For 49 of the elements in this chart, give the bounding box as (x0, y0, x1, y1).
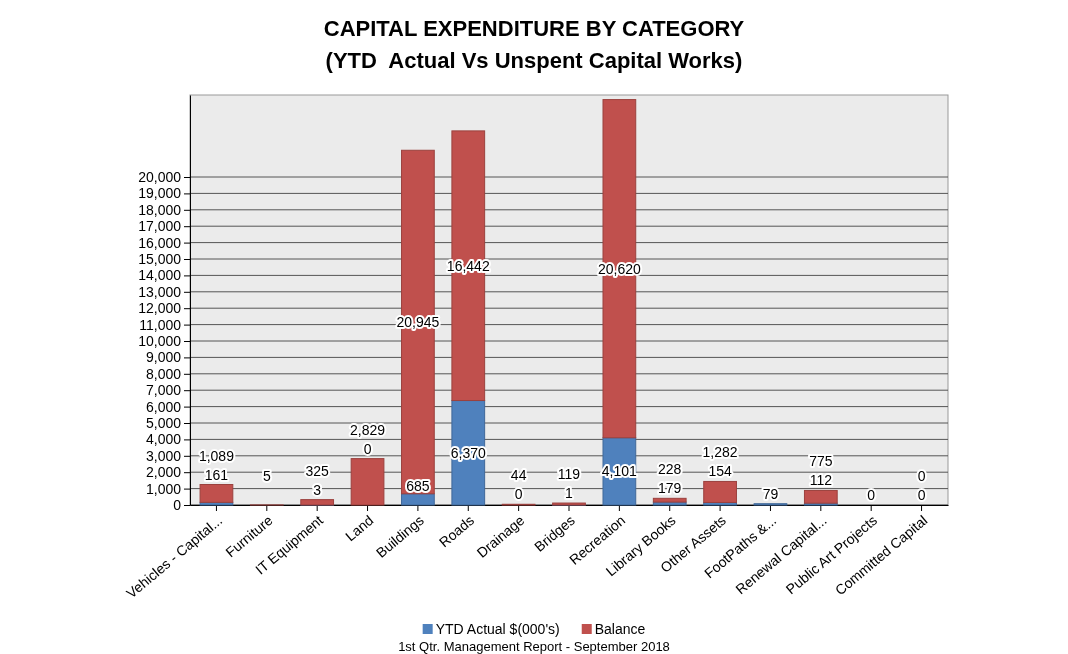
data-label: 161 (204, 466, 229, 483)
legend-label: YTD Actual $(000's) (435, 621, 560, 637)
y-tick-label: 18,000 (138, 201, 182, 218)
chart-title: CAPITAL EXPENDITURE BY CATEGORY (323, 16, 745, 41)
data-label: 325 (305, 462, 330, 479)
data-label: 1 (565, 485, 574, 502)
data-label: 1,282 (702, 444, 738, 461)
y-tick-label: 14,000 (138, 267, 182, 284)
y-tick-label: 9,000 (145, 349, 182, 366)
data-label: 112 (809, 472, 833, 489)
data-label: 20,945 (396, 314, 440, 331)
legend-label: Balance (594, 621, 646, 637)
y-tick-label: 7,000 (145, 382, 182, 399)
y-tick-label: 16,000 (138, 234, 182, 251)
y-tick-label: 17,000 (138, 218, 182, 235)
data-label: 0 (514, 486, 523, 503)
data-label: 0 (867, 487, 876, 503)
data-label: 0 (363, 440, 372, 457)
data-label: 2,829 (350, 421, 386, 438)
y-tick-label: 2,000 (145, 464, 182, 481)
y-tick-label: 13,000 (138, 283, 182, 300)
y-tick-label: 6,000 (145, 398, 182, 415)
data-label: 5 (262, 467, 271, 484)
y-tick-label: 15,000 (138, 250, 182, 267)
y-tick-label: 12,000 (138, 300, 182, 317)
y-tick-label: 4,000 (145, 431, 182, 448)
data-label: 775 (809, 453, 833, 470)
data-label: 6,370 (450, 444, 486, 461)
chart-subtitle: (YTD Actual Vs Unspent Capital Works) (325, 48, 743, 73)
text: 1st Qtr. Management Report - September 2018 (398, 639, 670, 654)
y-tick-label: 20,000 (138, 168, 182, 185)
y-tick-label: 10,000 (138, 332, 182, 349)
data-label: 119 (557, 466, 581, 483)
data-label: 228 (658, 461, 682, 478)
data-label: 154 (708, 463, 732, 480)
y-tick-label: 11,000 (139, 316, 182, 333)
y-tick-label: 1,000 (145, 480, 182, 497)
data-label: 0 (917, 487, 926, 503)
data-label: 4,101 (601, 463, 638, 480)
data-label: 685 (406, 478, 430, 494)
data-label: 44 (510, 467, 527, 484)
y-tick-label: 3,000 (145, 447, 182, 464)
y-tick-label: 19,000 (138, 185, 182, 202)
data-label: 0 (917, 468, 926, 484)
data-label: 1,089 (198, 447, 235, 464)
y-tick-label: 5,000 (145, 414, 182, 431)
y-tick-label: 0 (173, 496, 182, 513)
y-tick-label: 8,000 (145, 365, 182, 382)
data-label: 79 (762, 485, 779, 502)
